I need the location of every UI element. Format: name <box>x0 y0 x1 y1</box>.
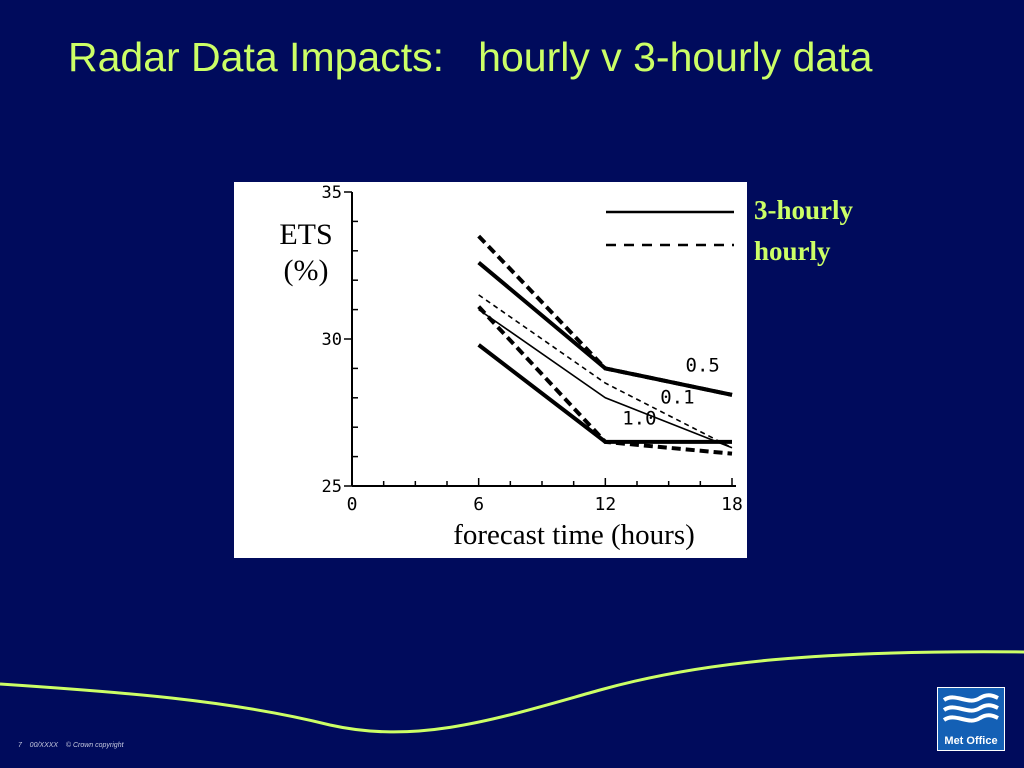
x-tick-label: 6 <box>473 494 484 515</box>
y-axis-title-line1: ETS <box>279 218 332 251</box>
slide-title: Radar Data Impacts: hourly v 3-hourly da… <box>68 34 873 80</box>
ets-line-chart: 25 30 35 0 6 12 18 ETS(%) forecast time (hours) 0… <box>279 183 743 551</box>
x-tick-label: 18 <box>721 494 743 515</box>
series-line-0-5-dashed <box>477 234 733 397</box>
threshold-label: 0.1 <box>660 387 694 409</box>
chart-series <box>477 234 733 456</box>
threshold-label: 1.0 <box>622 407 656 429</box>
y-tick-label: 35 <box>322 183 342 203</box>
x-axis-title: forecast time (hours) <box>453 519 695 551</box>
y-tick-label: 25 <box>322 477 342 497</box>
chart-labels: 25 30 35 0 6 12 18 ETS(%) forecast time (hours) 0… <box>279 183 743 551</box>
x-tick-label: 12 <box>594 494 616 515</box>
series-line-0-1-dashed <box>478 294 733 449</box>
chart-axes <box>344 191 736 487</box>
threshold-label: 0.5 <box>686 354 720 376</box>
logo-text: Met Office <box>944 735 998 747</box>
series-line-1-0-dashed <box>477 305 733 456</box>
met-office-waves-icon <box>942 693 999 723</box>
met-office-logo: Met Office <box>937 687 1005 751</box>
y-tick-label: 30 <box>322 330 342 350</box>
series-line-0-1-solid <box>478 308 733 449</box>
chart-panel: 25 30 35 0 6 12 18 ETS (%) forecast time (hours) 0… <box>234 182 747 558</box>
legend-label-hourly: hourly <box>754 236 831 266</box>
footer-copyright: 7 00/XXXX © Crown copyright <box>18 742 124 749</box>
legend-label-3-hourly: 3-hourly <box>754 195 854 225</box>
chart-legend <box>606 210 734 247</box>
x-tick-label: 0 <box>347 494 358 515</box>
y-axis-title-line2: (%) <box>284 254 329 287</box>
